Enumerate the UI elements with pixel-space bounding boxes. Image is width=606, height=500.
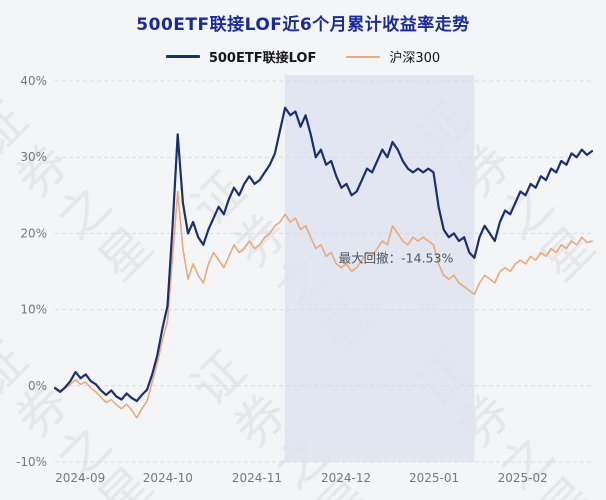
legend-item-fund: 500ETF联接LOF xyxy=(165,47,317,66)
max-drawdown-band xyxy=(284,75,475,462)
legend-label-index: 沪深300 xyxy=(389,51,441,66)
x-tick-label: 2024-09 xyxy=(55,471,105,485)
x-tick-label: 2024-10 xyxy=(143,471,193,485)
legend-label-fund: 500ETF联接LOF xyxy=(208,51,317,66)
y-tick-label: -10% xyxy=(16,455,47,469)
max-drawdown-annotation: 最大回撤：-14.53% xyxy=(339,250,454,265)
legend-item-index: 沪深300 xyxy=(346,47,440,66)
line-chart: 40% 30% 20% 10% 0% -10% 2024-09 2024-10 2024-11 2… xyxy=(16,74,594,485)
x-tick-label: 2025-02 xyxy=(498,471,548,485)
x-tick-label: 2025-01 xyxy=(409,471,459,485)
fund-line-swatch xyxy=(165,55,200,58)
index-line-series xyxy=(54,190,593,419)
index-line-swatch xyxy=(346,55,381,58)
x-tick-label: 2024-12 xyxy=(321,471,371,485)
chart-area: 40% 30% 20% 10% 0% -10% 2024-09 2024-10 2024-11 2… xyxy=(0,70,606,500)
chart-title: 500ETF联接LOF近6个月累计收益率走势 xyxy=(136,15,470,35)
y-tick-label: 40% xyxy=(20,74,47,88)
y-tick-label: 30% xyxy=(20,150,47,164)
chart-legend: 500ETF联接LOF 沪深300 xyxy=(0,47,606,66)
fund-line-series xyxy=(53,106,594,403)
y-tick-label: 20% xyxy=(20,226,47,240)
y-tick-label: 0% xyxy=(28,379,47,393)
x-tick-label: 2024-11 xyxy=(232,471,282,485)
y-tick-label: 10% xyxy=(20,303,47,317)
